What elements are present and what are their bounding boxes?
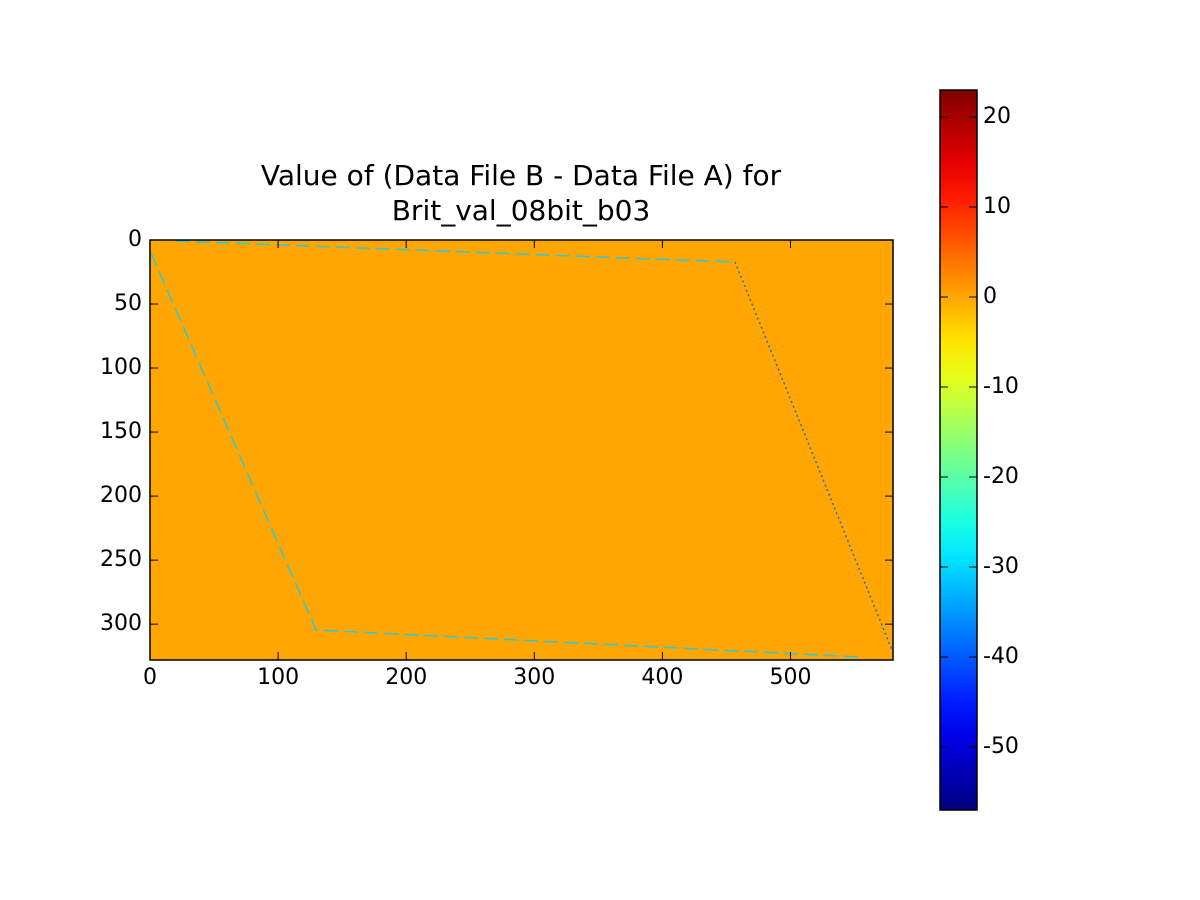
swath-outline [150, 240, 893, 658]
colorbar-tick-label: -30 [983, 554, 1019, 579]
x-tick-label: 500 [770, 665, 812, 690]
x-tick-label: 400 [641, 665, 683, 690]
colorbar-tick-label: -10 [983, 374, 1019, 399]
colorbar [939, 89, 978, 811]
y-tick-label: 200 [100, 483, 142, 508]
y-tick-label: 100 [100, 355, 142, 380]
colorbar-tick-label: 0 [983, 284, 997, 309]
image [150, 240, 893, 660]
swath-edge [150, 252, 861, 658]
chart-title: Value of (Data File B - Data File A) for [261, 159, 782, 192]
y-tick-label: 0 [128, 227, 142, 252]
y-tick-label: 50 [114, 291, 142, 316]
colorbar-tick-label: 10 [983, 194, 1011, 219]
x-tick-label: 300 [513, 665, 555, 690]
x-tick-label: 100 [257, 665, 299, 690]
colorbar-tick-label: -20 [983, 464, 1019, 489]
y-tick-label: 150 [100, 419, 142, 444]
colorbar-tick-label: -40 [983, 644, 1019, 669]
axes-frame [149, 239, 894, 661]
colorbar-tick-label: 20 [983, 104, 1011, 129]
swath-edge [175, 240, 733, 263]
y-tick-label: 300 [100, 611, 142, 636]
colorbar-tick-label: -50 [983, 734, 1019, 759]
chart-title: Brit_val_08bit_b03 [392, 194, 651, 227]
x-tick-label: 200 [385, 665, 427, 690]
x-tick-label: 0 [143, 665, 157, 690]
y-tick-label: 250 [100, 547, 142, 572]
